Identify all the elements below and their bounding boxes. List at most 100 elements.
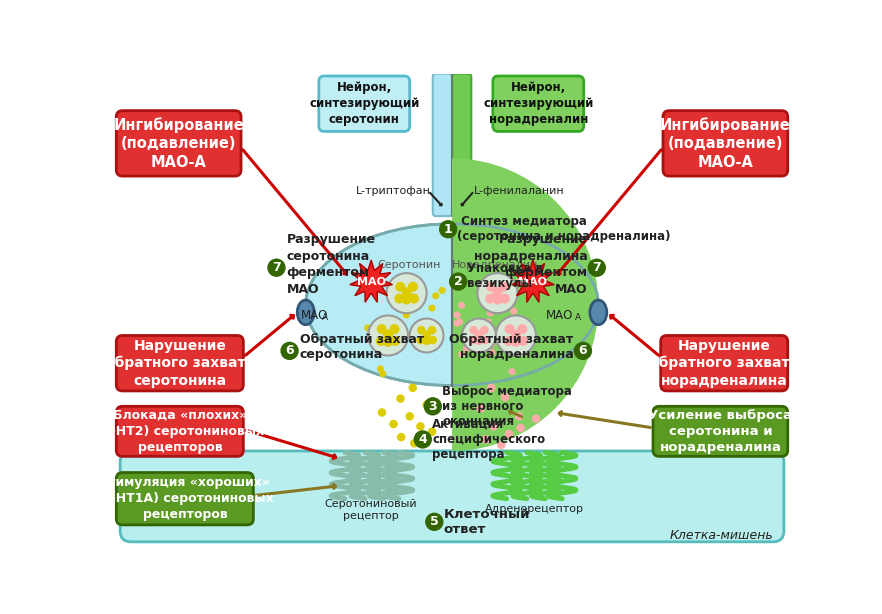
Circle shape bbox=[490, 295, 497, 302]
Circle shape bbox=[515, 412, 523, 421]
Circle shape bbox=[492, 295, 503, 305]
Circle shape bbox=[504, 336, 513, 346]
Circle shape bbox=[377, 408, 386, 417]
Circle shape bbox=[508, 368, 515, 375]
Circle shape bbox=[511, 330, 521, 340]
Circle shape bbox=[468, 336, 477, 344]
Circle shape bbox=[401, 295, 412, 305]
Text: L-триптофан: L-триптофан bbox=[355, 187, 430, 196]
Circle shape bbox=[382, 321, 389, 328]
Circle shape bbox=[511, 337, 521, 347]
Circle shape bbox=[383, 330, 393, 340]
Text: 6: 6 bbox=[579, 344, 587, 357]
Circle shape bbox=[383, 337, 393, 347]
Circle shape bbox=[422, 400, 430, 409]
Circle shape bbox=[477, 273, 518, 313]
Circle shape bbox=[516, 424, 525, 432]
Circle shape bbox=[390, 324, 400, 334]
Circle shape bbox=[428, 427, 437, 436]
FancyBboxPatch shape bbox=[116, 335, 243, 391]
Circle shape bbox=[420, 290, 427, 297]
Circle shape bbox=[281, 343, 298, 359]
Circle shape bbox=[489, 349, 496, 356]
Text: Упаковка в
везикулы: Упаковка в везикулы bbox=[467, 262, 543, 290]
Circle shape bbox=[482, 435, 490, 444]
Circle shape bbox=[406, 412, 414, 421]
Text: 2: 2 bbox=[454, 275, 462, 288]
Circle shape bbox=[440, 221, 457, 238]
Circle shape bbox=[480, 326, 489, 335]
Circle shape bbox=[408, 282, 418, 292]
Circle shape bbox=[391, 336, 400, 346]
Circle shape bbox=[438, 287, 445, 293]
Text: Разрушение
норадреналина
ферментом
МАО: Разрушение норадреналина ферментом МАО bbox=[474, 233, 587, 296]
Circle shape bbox=[409, 319, 444, 352]
Text: А: А bbox=[574, 313, 580, 322]
Text: Нарушение
обратного захвата
серотонина: Нарушение обратного захвата серотонина bbox=[105, 339, 255, 387]
Wedge shape bbox=[452, 158, 598, 451]
Circle shape bbox=[389, 420, 398, 429]
Circle shape bbox=[475, 330, 483, 339]
Circle shape bbox=[486, 282, 496, 292]
Circle shape bbox=[505, 430, 513, 438]
Circle shape bbox=[532, 414, 540, 423]
Text: Обратный захват
серотонина: Обратный захват серотонина bbox=[300, 333, 424, 361]
Text: Нейрон,
синтезирующий
серотонин: Нейрон, синтезирующий серотонин bbox=[309, 81, 420, 126]
Circle shape bbox=[429, 336, 437, 344]
Circle shape bbox=[475, 336, 483, 345]
Circle shape bbox=[499, 282, 509, 292]
Circle shape bbox=[574, 343, 592, 359]
Circle shape bbox=[379, 370, 386, 378]
Text: Блокада «плохих»
(5-HT2) серотониновых
рецепторов: Блокада «плохих» (5-HT2) серотониновых р… bbox=[96, 409, 264, 454]
Text: 5: 5 bbox=[430, 515, 438, 528]
Text: Нейрон,
синтезирующий
норадреналин: Нейрон, синтезирующий норадреналин bbox=[483, 81, 594, 126]
Circle shape bbox=[268, 259, 285, 276]
Text: Обратный захват
норадреналина: Обратный захват норадреналина bbox=[450, 333, 573, 361]
Circle shape bbox=[463, 345, 470, 352]
Circle shape bbox=[382, 348, 389, 355]
Text: Ингибирование
(подавление)
МАО-А: Ингибирование (подавление) МАО-А bbox=[660, 117, 791, 170]
Circle shape bbox=[428, 326, 437, 335]
Circle shape bbox=[450, 273, 467, 290]
Circle shape bbox=[453, 320, 460, 327]
Circle shape bbox=[481, 336, 490, 344]
Polygon shape bbox=[512, 260, 554, 302]
Text: Нарушение
обратного захвата
норадреналина: Нарушение обратного захвата норадреналин… bbox=[649, 339, 799, 387]
Text: Серотонин: Серотонин bbox=[377, 260, 441, 270]
Circle shape bbox=[394, 293, 404, 303]
FancyBboxPatch shape bbox=[116, 406, 243, 456]
FancyBboxPatch shape bbox=[120, 451, 784, 542]
FancyBboxPatch shape bbox=[116, 111, 241, 176]
Text: 7: 7 bbox=[272, 261, 280, 274]
Text: МАО: МАО bbox=[546, 308, 573, 322]
Circle shape bbox=[397, 433, 406, 441]
Circle shape bbox=[501, 393, 510, 402]
Circle shape bbox=[422, 330, 430, 339]
Circle shape bbox=[484, 319, 491, 325]
Text: Норадреналин: Норадреналин bbox=[452, 260, 538, 270]
FancyBboxPatch shape bbox=[661, 335, 788, 391]
Circle shape bbox=[387, 295, 394, 302]
Ellipse shape bbox=[306, 224, 598, 386]
Text: Активация
специфического
рецептора: Активация специфического рецептора bbox=[432, 418, 545, 461]
FancyBboxPatch shape bbox=[116, 473, 253, 525]
Circle shape bbox=[416, 336, 425, 344]
Circle shape bbox=[408, 384, 417, 392]
Circle shape bbox=[487, 384, 496, 392]
Text: МАО: МАО bbox=[356, 276, 385, 287]
Circle shape bbox=[378, 321, 385, 327]
Circle shape bbox=[490, 422, 497, 430]
Circle shape bbox=[459, 351, 465, 358]
Circle shape bbox=[426, 513, 443, 530]
Circle shape bbox=[476, 405, 485, 413]
Circle shape bbox=[458, 302, 465, 309]
Text: 6: 6 bbox=[285, 344, 294, 357]
Circle shape bbox=[373, 327, 380, 334]
Text: МАО: МАО bbox=[301, 308, 328, 322]
Text: Серотониновый
рецептор: Серотониновый рецептор bbox=[324, 499, 416, 521]
Circle shape bbox=[401, 287, 412, 297]
Circle shape bbox=[432, 292, 439, 299]
Circle shape bbox=[588, 259, 605, 276]
FancyBboxPatch shape bbox=[653, 406, 788, 456]
Circle shape bbox=[370, 281, 377, 288]
